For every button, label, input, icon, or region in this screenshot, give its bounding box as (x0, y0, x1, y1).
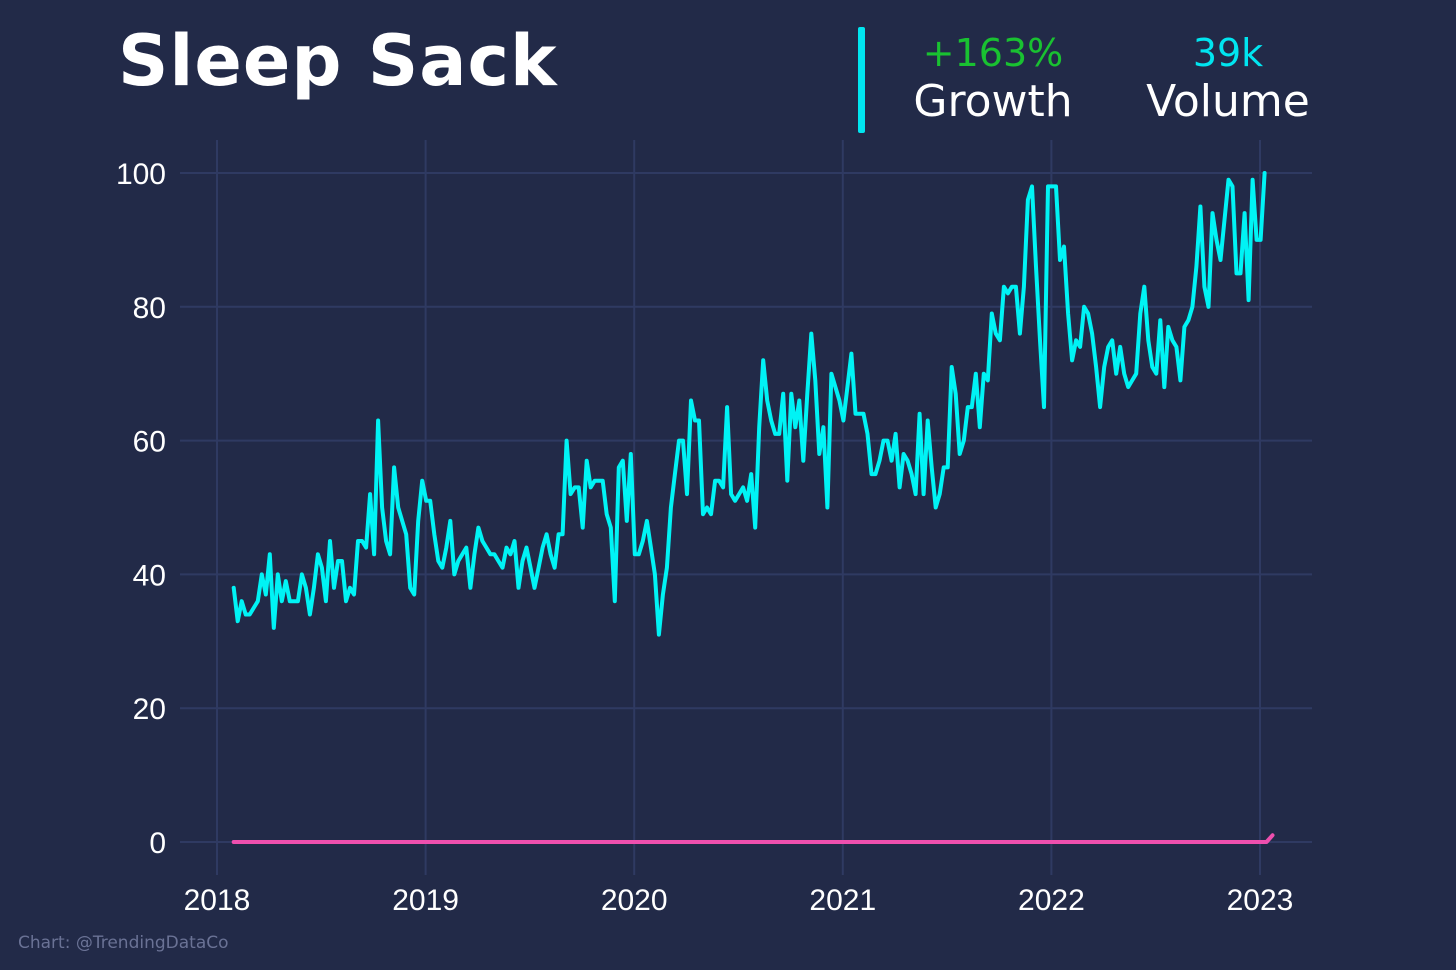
y-tick-label: 100 (116, 158, 166, 191)
y-tick-label: 80 (133, 292, 166, 325)
chart-credit: Chart: @TrendingDataCo (18, 933, 229, 953)
chart-grid (180, 140, 1312, 875)
y-tick-label: 60 (133, 426, 166, 459)
y-tick-label: 20 (133, 693, 166, 726)
x-tick-label: 2020 (601, 884, 668, 917)
x-tick-label: 2021 (809, 884, 876, 917)
x-tick-label: 2022 (1018, 884, 1085, 917)
growth-value: +163% (922, 31, 1064, 75)
sleep-sack-series-line (231, 171, 1267, 637)
volume-value: 39k (1192, 31, 1264, 75)
chart-title: Sleep Sack (118, 20, 558, 102)
x-tick-label: 2023 (1227, 884, 1294, 917)
baseline-series-line (231, 833, 1275, 844)
growth-stat: +163% Growth (900, 30, 1086, 128)
volume-stat: 39k Volume (1130, 30, 1326, 128)
volume-label: Volume (1146, 76, 1310, 127)
stats-divider (858, 27, 865, 133)
y-axis-ticks: 0 20 40 60 80 100 (116, 158, 166, 860)
y-tick-label: 40 (133, 559, 166, 592)
x-tick-label: 2019 (392, 884, 459, 917)
y-tick-label: 0 (149, 827, 166, 860)
growth-label: Growth (913, 76, 1073, 127)
x-tick-label: 2018 (184, 884, 251, 917)
x-axis-ticks: 2018 2019 2020 2021 2022 2023 (184, 884, 1294, 917)
